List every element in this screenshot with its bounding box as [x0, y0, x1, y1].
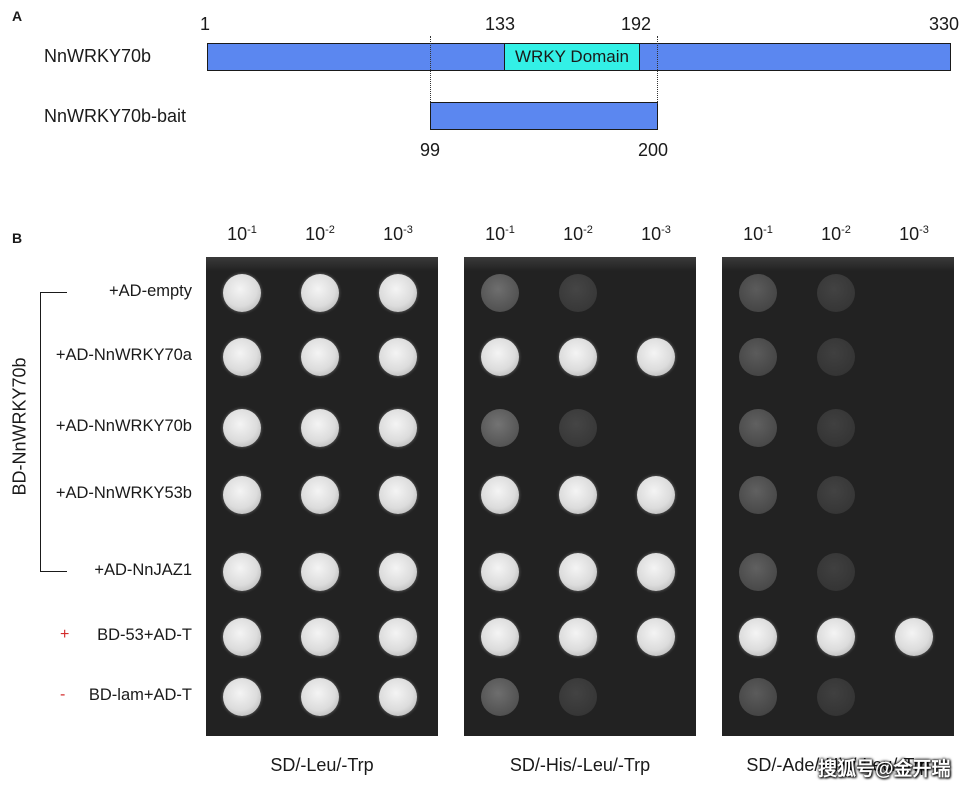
colony-spot — [817, 618, 855, 656]
position-1-label: 1 — [200, 14, 211, 34]
dilution-header-1-1: 10-1 — [227, 224, 257, 244]
colony-spot — [379, 274, 417, 312]
colony-spot — [559, 274, 597, 312]
colony-spot — [739, 409, 777, 447]
row-label: +AD-NnWRKY70a — [55, 346, 192, 364]
colony-spot — [223, 553, 261, 591]
colony-spot — [223, 476, 261, 514]
colony-spot — [817, 274, 855, 312]
row-label: +AD-empty — [109, 282, 192, 300]
position-99-label: 99 — [420, 140, 441, 160]
row-label: +AD-NnWRKY70b — [55, 417, 192, 435]
dilution-header-3-3: 10-3 — [899, 224, 929, 244]
colony-spot — [223, 338, 261, 376]
bait-protein-bar — [430, 102, 658, 130]
colony-spot — [481, 338, 519, 376]
colony-spot — [817, 338, 855, 376]
colony-spot — [481, 678, 519, 716]
colony-spot — [739, 274, 777, 312]
colony-spot — [301, 618, 339, 656]
colony-spot — [559, 338, 597, 376]
colony-spot — [559, 553, 597, 591]
position-200-label: 200 — [638, 140, 669, 160]
positive-control-sign: + — [60, 626, 70, 643]
full-protein-label: NnWRKY70b — [44, 46, 152, 66]
colony-spot — [559, 618, 597, 656]
colony-spot — [223, 409, 261, 447]
row-label: BD-lam+AD-T — [88, 686, 192, 704]
colony-spot — [481, 409, 519, 447]
row-label: +AD-NnWRKY53b — [55, 484, 192, 502]
colony-spot — [481, 476, 519, 514]
colony-spot — [817, 476, 855, 514]
colony-spot — [379, 409, 417, 447]
colony-spot — [379, 553, 417, 591]
colony-spot — [637, 618, 675, 656]
panel-a-letter: A — [12, 8, 23, 24]
colony-spot — [301, 476, 339, 514]
colony-spot — [739, 338, 777, 376]
dilution-header-2-3: 10-3 — [641, 224, 671, 244]
colony-spot — [637, 338, 675, 376]
plate-sd-ade-his-leu-trp — [722, 257, 954, 736]
colony-spot — [301, 678, 339, 716]
bait-protein-label: NnWRKY70b-bait — [44, 106, 187, 126]
colony-spot — [301, 409, 339, 447]
colony-spot — [301, 274, 339, 312]
colony-spot — [481, 274, 519, 312]
construct-bracket — [40, 292, 67, 572]
dilution-header-3-2: 10-2 — [821, 224, 851, 244]
colony-spot — [379, 476, 417, 514]
plate-sd-his-leu-trp — [464, 257, 696, 736]
bait-start-guide — [430, 36, 431, 104]
colony-spot — [817, 409, 855, 447]
colony-spot — [559, 678, 597, 716]
wrky-domain-box: WRKY Domain — [504, 43, 640, 71]
medium-label-1: SD/-Leu/-Trp — [270, 755, 374, 775]
negative-control-sign: - — [60, 686, 66, 703]
colony-spot — [739, 618, 777, 656]
watermark: 搜狐号@金开瑞 — [818, 759, 951, 780]
dilution-header-1-3: 10-3 — [383, 224, 413, 244]
colony-spot — [739, 553, 777, 591]
bait-end-guide — [657, 36, 658, 104]
colony-spot — [481, 553, 519, 591]
colony-spot — [739, 476, 777, 514]
colony-spot — [739, 678, 777, 716]
colony-spot — [379, 338, 417, 376]
panel-b-letter: B — [12, 230, 23, 246]
colony-spot — [637, 553, 675, 591]
colony-spot — [817, 553, 855, 591]
colony-spot — [379, 618, 417, 656]
medium-label-2: SD/-His/-Leu/-Trp — [509, 755, 651, 775]
position-330-label: 330 — [929, 14, 960, 34]
colony-spot — [301, 553, 339, 591]
colony-spot — [223, 678, 261, 716]
position-133-label: 133 — [485, 14, 516, 34]
dilution-header-2-2: 10-2 — [563, 224, 593, 244]
row-label: BD-53+AD-T — [97, 626, 192, 644]
position-192-label: 192 — [621, 14, 652, 34]
colony-spot — [895, 618, 933, 656]
colony-spot — [559, 409, 597, 447]
construct-label: BD-NnWRKY70b — [9, 357, 30, 496]
dilution-header-2-1: 10-1 — [485, 224, 515, 244]
colony-spot — [637, 476, 675, 514]
colony-spot — [817, 678, 855, 716]
dilution-header-1-2: 10-2 — [305, 224, 335, 244]
row-label: +AD-NnJAZ1 — [94, 561, 192, 579]
colony-spot — [481, 618, 519, 656]
colony-spot — [223, 274, 261, 312]
colony-spot — [223, 618, 261, 656]
colony-spot — [301, 338, 339, 376]
colony-spot — [379, 678, 417, 716]
dilution-header-3-1: 10-1 — [743, 224, 773, 244]
medium-label-3: SD/-Ade/-His/-Leu/-Trp — [746, 755, 930, 775]
colony-spot — [559, 476, 597, 514]
plate-sd-leu-trp — [206, 257, 438, 736]
